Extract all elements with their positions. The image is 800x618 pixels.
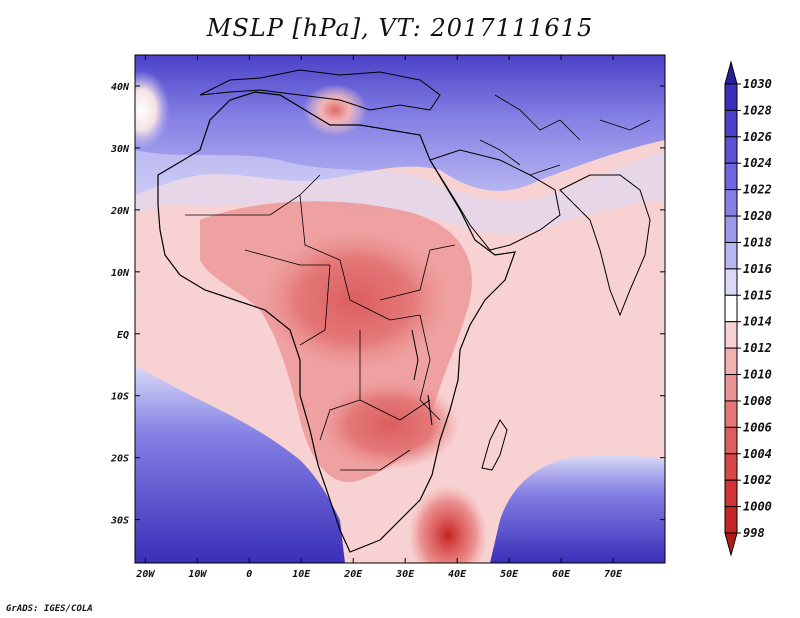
lat-tick-label: 20S — [110, 454, 129, 465]
colorbar-swatch — [724, 215, 738, 243]
colorbar-label: 1000 — [743, 500, 772, 514]
colorbar: 1030 1028 1026 1024 1022 1020 1018 1016 1015 1014… — [724, 60, 772, 557]
colorbar-label: 1020 — [743, 209, 772, 223]
lon-tick-label: 0 — [246, 569, 252, 580]
colorbar-swatch — [724, 374, 738, 402]
colorbar-label: 1008 — [743, 394, 772, 408]
india-coastline — [559, 174, 651, 317]
credit-label: GrADS: IGES/COLA — [6, 604, 93, 614]
lat-tick-label: 20N — [110, 206, 130, 217]
colorbar-swatch — [724, 268, 738, 296]
lat-tick-label: 40N — [111, 82, 130, 93]
colorbar-label: 1015 — [743, 288, 772, 302]
colorbar-swatch — [724, 109, 738, 138]
colorbar-swatch — [724, 294, 738, 323]
lat-tick-label: 30S — [110, 516, 129, 527]
colorbar-top-arrow — [724, 60, 738, 85]
lon-tick-label: 30E — [395, 569, 415, 580]
field-indian-ocean-high — [490, 455, 665, 563]
asia-borders — [479, 94, 651, 176]
colorbar-label: 1026 — [743, 130, 772, 144]
country-borders — [185, 174, 456, 471]
colorbar-swatch — [724, 189, 738, 217]
colorbar-label: 1030 — [743, 77, 772, 91]
colorbar-swatch — [724, 506, 738, 534]
colorbar-label: 998 — [743, 526, 765, 540]
africa-coastline — [157, 91, 516, 553]
colorbar-label: 1012 — [743, 341, 772, 355]
map-title: MSLP [hPa], VT: 2017111615 — [206, 14, 594, 42]
colorbar-label: 1006 — [743, 420, 772, 434]
lon-tick-label: 20E — [343, 569, 363, 580]
axis-ticks — [135, 55, 665, 563]
lon-tick-label: 50E — [500, 569, 519, 580]
lat-tick-label: EQ — [117, 330, 129, 341]
lat-tick-label: 30N — [110, 144, 130, 155]
colorbar-bottom-arrow — [724, 532, 738, 557]
field-southern-interior-low — [320, 380, 460, 470]
field-mediterranean-low — [303, 84, 367, 136]
lon-tick-label: 60E — [552, 569, 571, 580]
field-layer — [135, 55, 665, 563]
colorbar-label: 1028 — [743, 103, 772, 117]
lat-tick-label: 10N — [111, 268, 130, 279]
colorbar-swatch — [724, 83, 738, 111]
lon-tick-label: 10W — [188, 569, 207, 580]
axis-labels: 20W 10W 0 10E 20E 30E 40E 50E 60E 70E 40N 30N 20N 10N… — [110, 82, 623, 580]
field-atlantic-bulge — [135, 70, 170, 150]
lon-tick-label: 40E — [448, 569, 467, 580]
colorbar-swatch — [724, 321, 738, 349]
colorbar-label: 1002 — [743, 473, 772, 487]
lat-tick-label: 10S — [111, 392, 129, 403]
field-1015-band — [135, 150, 665, 235]
colorbar-label: 1024 — [743, 156, 772, 170]
colorbar-swatch — [724, 453, 738, 481]
colorbar-swatch — [724, 241, 738, 270]
colorbar-label: 1014 — [743, 315, 772, 329]
colorbar-swatch — [724, 479, 738, 508]
mediterranean-coastline — [199, 69, 441, 111]
lon-tick-label: 70E — [604, 569, 623, 580]
lon-tick-label: 20W — [135, 569, 155, 580]
colorbar-swatch — [724, 426, 738, 455]
colorbar-swatch — [724, 136, 738, 164]
colorbar-label: 1018 — [743, 235, 772, 249]
arabia-coastline — [429, 149, 561, 251]
colorbar-label: 1010 — [743, 368, 772, 382]
madagascar-coastline — [481, 419, 508, 471]
field-central-low — [260, 230, 450, 370]
lon-tick-label: 10E — [292, 569, 311, 580]
plot-frame — [134, 54, 666, 564]
field-south-atlantic-high — [135, 365, 345, 563]
colorbar-label: 1004 — [743, 447, 772, 461]
colorbar-swatch — [724, 347, 738, 376]
colorbar-swatch — [724, 400, 738, 428]
field-southeast-low — [408, 485, 488, 563]
colorbar-label: 1022 — [743, 183, 772, 197]
colorbar-swatch — [724, 162, 738, 191]
colorbar-label: 1016 — [743, 262, 772, 276]
lakes-outline — [411, 329, 433, 426]
